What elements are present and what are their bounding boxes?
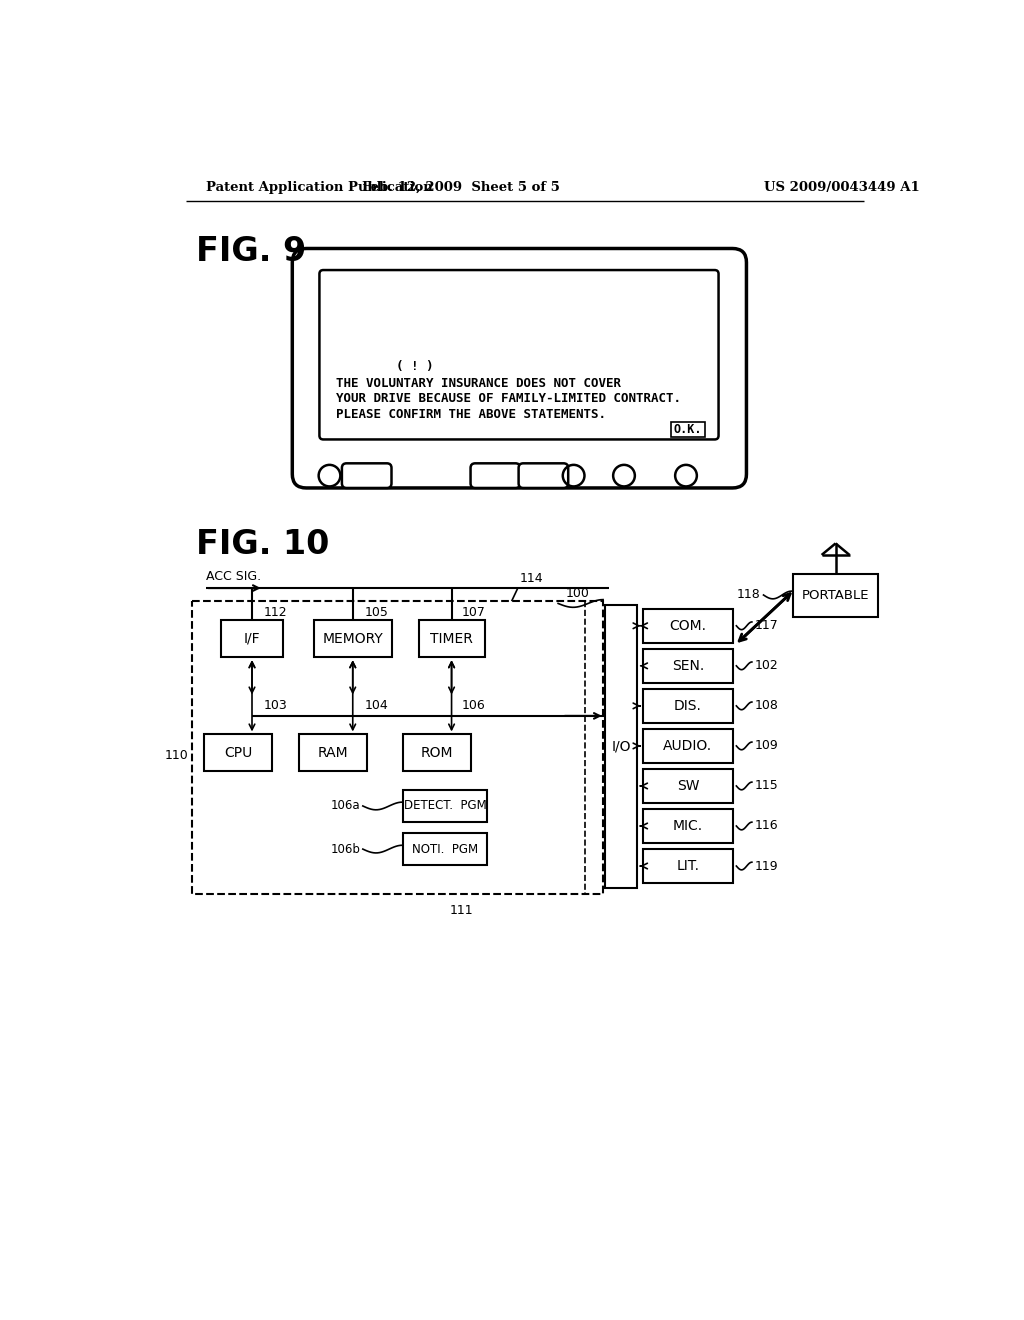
- Text: TIMER: TIMER: [430, 632, 473, 645]
- Text: LIT.: LIT.: [677, 859, 699, 873]
- FancyBboxPatch shape: [292, 248, 746, 488]
- Text: Feb. 12, 2009  Sheet 5 of 5: Feb. 12, 2009 Sheet 5 of 5: [362, 181, 560, 194]
- Text: 115: 115: [755, 779, 778, 792]
- Bar: [643, 689, 732, 723]
- Bar: [299, 734, 367, 771]
- Text: I/F: I/F: [244, 632, 260, 645]
- Text: ROM: ROM: [421, 746, 454, 760]
- Text: MEMORY: MEMORY: [323, 632, 383, 645]
- Bar: [314, 620, 391, 657]
- FancyBboxPatch shape: [319, 271, 719, 440]
- Text: COM.: COM.: [670, 619, 707, 632]
- Bar: [403, 734, 471, 771]
- Text: PLEASE CONFIRM THE ABOVE STATEMENTS.: PLEASE CONFIRM THE ABOVE STATEMENTS.: [336, 408, 606, 421]
- Bar: [403, 833, 486, 866]
- Text: DETECT.  PGM: DETECT. PGM: [403, 800, 486, 813]
- FancyBboxPatch shape: [342, 463, 391, 488]
- Bar: [193, 601, 603, 894]
- Text: FIG. 10: FIG. 10: [197, 528, 330, 561]
- Bar: [643, 809, 732, 843]
- Text: 111: 111: [450, 904, 473, 917]
- Bar: [204, 734, 272, 771]
- Bar: [643, 849, 732, 883]
- Text: 110: 110: [165, 748, 188, 762]
- Text: 104: 104: [365, 698, 388, 711]
- Text: AUDIO.: AUDIO.: [664, 739, 713, 752]
- FancyBboxPatch shape: [518, 463, 568, 488]
- Text: 109: 109: [755, 739, 778, 752]
- Text: 106b: 106b: [331, 842, 360, 855]
- Bar: [221, 620, 283, 657]
- Text: SW: SW: [677, 779, 699, 793]
- Text: 108: 108: [755, 700, 779, 713]
- Text: THE VOLUNTARY INSURANCE DOES NOT COVER: THE VOLUNTARY INSURANCE DOES NOT COVER: [336, 376, 621, 389]
- Bar: [643, 729, 732, 763]
- Text: FIG. 9: FIG. 9: [197, 235, 306, 268]
- Text: ( ! ): ( ! ): [396, 360, 433, 372]
- Text: 105: 105: [365, 606, 388, 619]
- Text: I/O: I/O: [611, 739, 631, 754]
- Text: 118: 118: [736, 589, 761, 602]
- Text: DIS.: DIS.: [674, 698, 701, 713]
- Text: 119: 119: [755, 859, 778, 873]
- Text: 103: 103: [263, 698, 288, 711]
- Bar: [643, 770, 732, 803]
- Text: MIC.: MIC.: [673, 818, 703, 833]
- Text: 114: 114: [519, 572, 543, 585]
- Text: 106: 106: [461, 698, 485, 711]
- Text: NOTI.  PGM: NOTI. PGM: [412, 842, 478, 855]
- Bar: [643, 649, 732, 682]
- Bar: [403, 789, 486, 822]
- Text: ACC SIG.: ACC SIG.: [206, 570, 261, 583]
- Bar: [643, 609, 732, 643]
- Text: 106a: 106a: [331, 800, 360, 813]
- FancyBboxPatch shape: [471, 463, 520, 488]
- Bar: [793, 574, 879, 616]
- Text: RAM: RAM: [317, 746, 348, 760]
- Text: 100: 100: [566, 587, 590, 601]
- Text: YOUR DRIVE BECAUSE OF FAMILY-LIMITED CONTRACT.: YOUR DRIVE BECAUSE OF FAMILY-LIMITED CON…: [336, 392, 681, 405]
- Text: Patent Application Publication: Patent Application Publication: [206, 181, 432, 194]
- Bar: [419, 620, 484, 657]
- Text: 102: 102: [755, 659, 778, 672]
- Text: SEN.: SEN.: [672, 659, 705, 673]
- Text: 112: 112: [263, 606, 288, 619]
- Bar: [604, 605, 637, 888]
- Text: 107: 107: [461, 606, 485, 619]
- Text: US 2009/0043449 A1: US 2009/0043449 A1: [764, 181, 920, 194]
- Text: 116: 116: [755, 820, 778, 833]
- Text: PORTABLE: PORTABLE: [802, 589, 869, 602]
- Bar: [671, 422, 706, 437]
- Text: CPU: CPU: [224, 746, 252, 760]
- Text: O.K.: O.K.: [674, 422, 702, 436]
- Text: 117: 117: [755, 619, 778, 632]
